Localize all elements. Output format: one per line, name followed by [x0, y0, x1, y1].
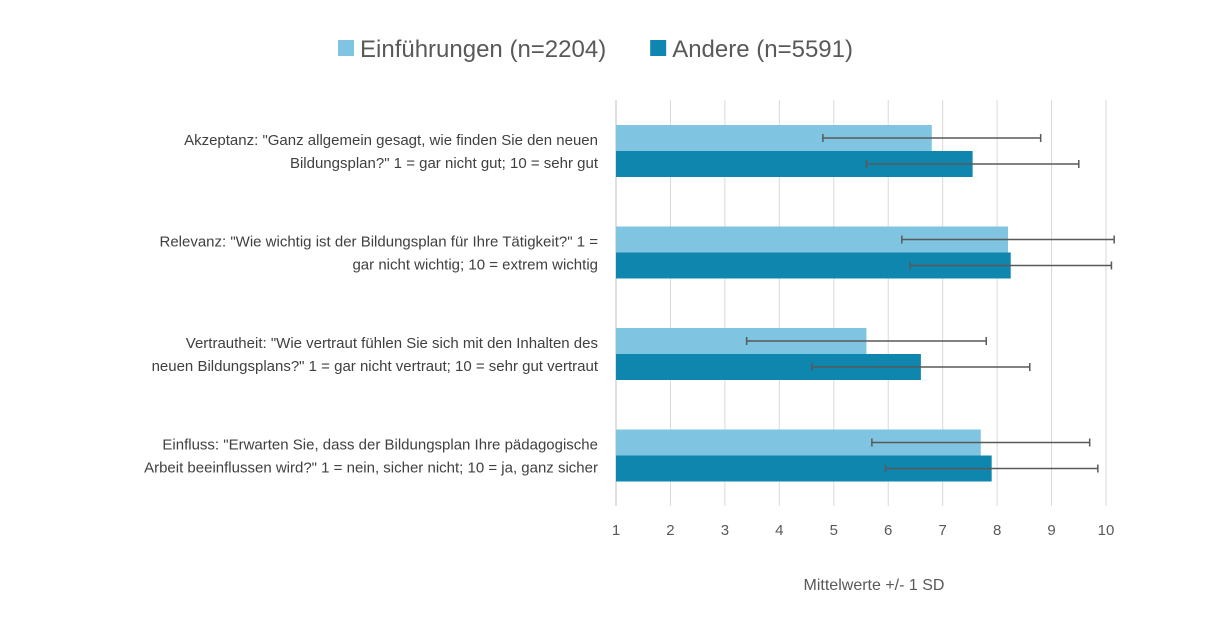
category-label: Vertrautheit: "Wie vertraut fühlen Sie s…: [186, 335, 598, 352]
legend-label: Einführungen (n=2204): [360, 36, 606, 63]
category-label: Akzeptanz: "Ganz allgemein gesagt, wie f…: [184, 132, 598, 149]
x-tick-label: 2: [666, 522, 674, 539]
x-tick-label: 4: [775, 522, 783, 539]
x-tick-label: 7: [938, 522, 946, 539]
x-tick-label: 9: [1047, 522, 1055, 539]
x-tick-label: 5: [830, 522, 838, 539]
category-labels: Akzeptanz: "Ganz allgemein gesagt, wie f…: [144, 132, 599, 477]
x-tick-label: 1: [612, 522, 620, 539]
legend-swatch: [650, 40, 667, 56]
x-tick-label: 3: [721, 522, 729, 539]
legend-swatch: [338, 40, 354, 56]
error-bars: [745, 134, 1115, 473]
category-label: Relevanz: "Wie wichtig ist der Bildungsp…: [159, 234, 598, 251]
legend-label: Andere (n=5591): [672, 36, 853, 63]
category-label: gar nicht wichtig; 10 = extrem wichtig: [352, 257, 598, 274]
x-tick-label: 8: [993, 522, 1001, 539]
x-tick-label: 6: [884, 522, 892, 539]
category-label: Einfluss: "Erwarten Sie, dass der Bildun…: [162, 437, 598, 454]
category-label: Arbeit beeinflussen wird?" 1 = nein, sic…: [144, 460, 598, 477]
bars: [616, 125, 1011, 482]
x-tick-label: 10: [1098, 522, 1115, 539]
legend: Einführungen (n=2204) Andere (n=5591): [338, 36, 853, 63]
x-axis-title: Mittelwerte +/- 1 SD: [804, 577, 945, 594]
x-axis-ticks: 1 2 3 4 5 6 7 8 9 10: [612, 522, 1115, 539]
category-label: Bildungsplan?" 1 = gar nicht gut; 10 = s…: [290, 155, 599, 172]
category-label: neuen Bildungsplans?" 1 = gar nicht vert…: [152, 358, 599, 375]
